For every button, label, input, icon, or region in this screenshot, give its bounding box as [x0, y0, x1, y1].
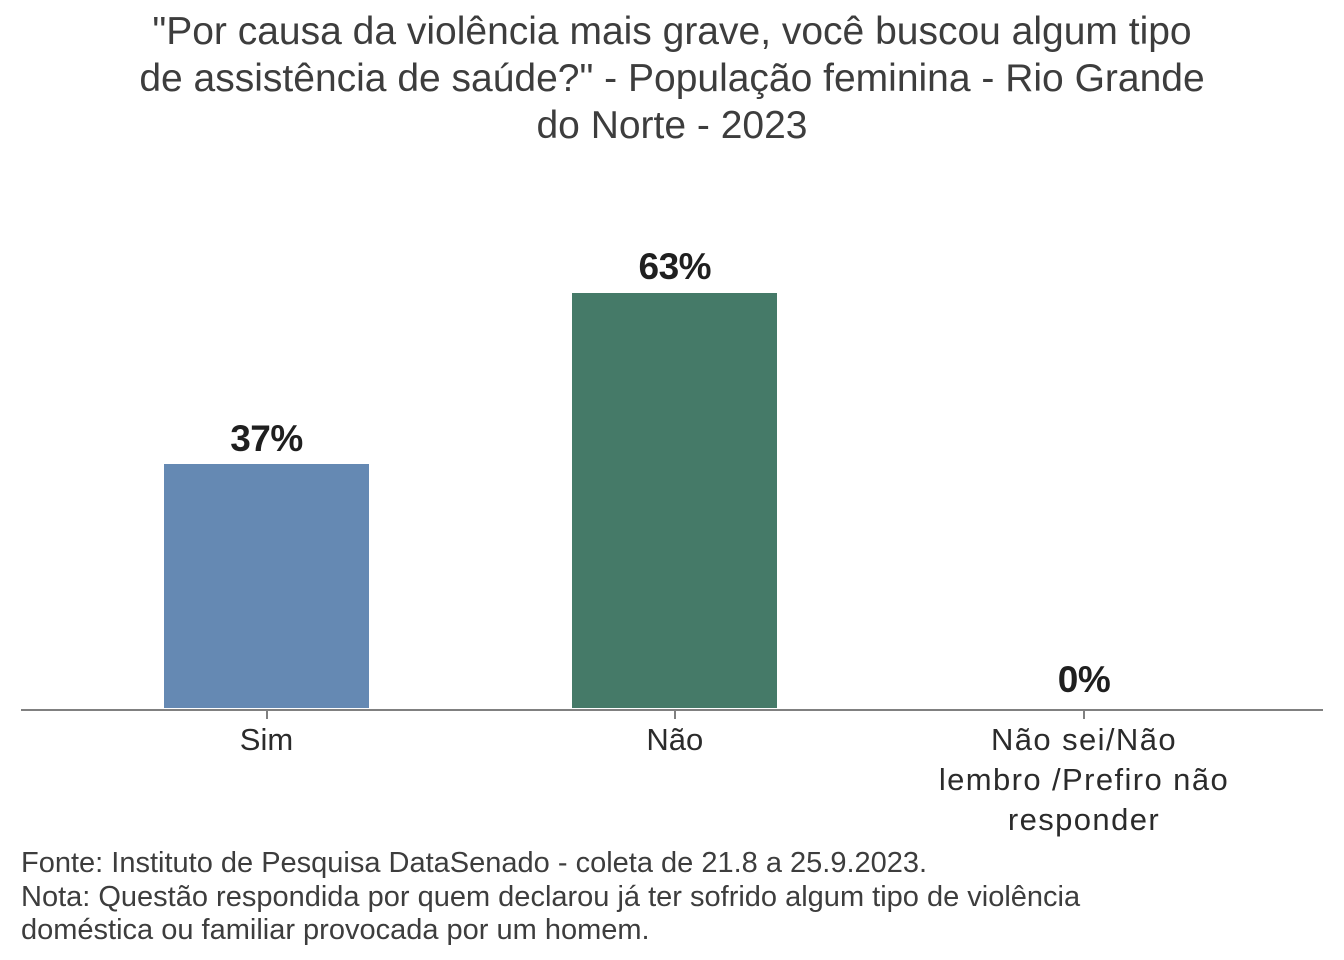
chart-title-line-3: do Norte - 2023	[536, 103, 808, 147]
footnote-source-line: Fonte: Instituto de Pesquisa DataSenado …	[21, 847, 928, 880]
value-label-nao: 63%	[638, 246, 712, 288]
x-axis-tick-sim	[265, 710, 268, 719]
x-axis-tick-nao-sei	[1083, 710, 1085, 719]
bar-sim	[164, 464, 369, 709]
footnote-note-line-1: Nota: Questão respondida por quem declar…	[21, 880, 1081, 913]
chart-title-line-1: "Por causa da violência mais grave, você…	[152, 9, 1192, 53]
bar-nao	[572, 292, 778, 709]
footnote: Fonte: Instituto de Pesquisa DataSenado …	[21, 847, 1080, 948]
value-label-sim: 37%	[230, 418, 303, 459]
x-axis-tick-nao	[673, 710, 676, 719]
value-label-nao-sei: 0%	[1057, 658, 1111, 700]
chart-title: "Por causa da violência mais grave, você…	[0, 8, 1344, 149]
chart-title-line-2: de assistência de saúde?" - População fe…	[139, 56, 1205, 100]
x-axis-label-nao-sei: Não sei/Não lembro /Prefiro não responde…	[938, 721, 1230, 837]
x-axis-line	[21, 708, 1323, 711]
x-axis-label-nao: Não	[646, 721, 704, 757]
footnote-note-line-2: doméstica ou familiar provocada por um h…	[21, 914, 650, 947]
x-axis-label-sim: Sim	[239, 721, 294, 757]
